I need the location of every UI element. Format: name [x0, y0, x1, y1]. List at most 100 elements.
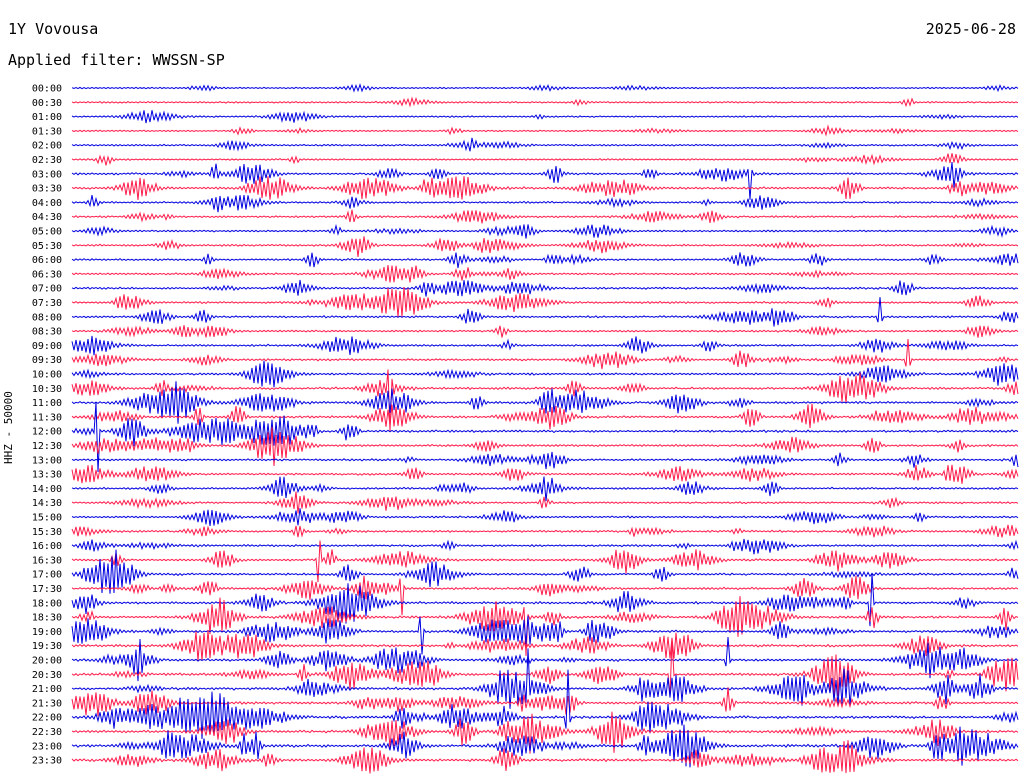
trace-row-0730 [71, 286, 1019, 318]
trace-row-0430 [71, 209, 1019, 224]
time-tick-label: 22:30 [32, 727, 62, 738]
time-tick-label: 07:00 [32, 284, 62, 295]
time-tick-label: 15:00 [32, 513, 62, 524]
trace-row-1200 [71, 402, 1019, 473]
trace-row-2230 [71, 711, 1019, 754]
time-tick-label: 16:00 [32, 541, 62, 552]
time-tick-label: 21:30 [32, 698, 62, 709]
trace-row-1830 [71, 596, 1019, 656]
trace-row-2100 [71, 648, 1019, 709]
trace-row-1900 [71, 615, 1019, 655]
trace-rows [71, 83, 1019, 774]
trace-row-1700 [71, 549, 1019, 594]
time-tick-label: 07:30 [32, 298, 62, 309]
trace-row-1130 [71, 403, 1019, 430]
time-tick-label: 05:30 [32, 241, 62, 252]
trace-row-1730 [71, 575, 1019, 616]
trace-row-1630 [71, 540, 1019, 583]
time-tick-label: 12:00 [32, 427, 62, 438]
time-tick-label: 17:00 [32, 570, 62, 581]
trace-row-0300 [71, 162, 1019, 200]
time-tick-label: 09:00 [32, 341, 62, 352]
time-tick-label: 14:00 [32, 484, 62, 495]
time-tick-label: 02:30 [32, 155, 62, 166]
time-tick-label: 15:30 [32, 527, 62, 538]
time-tick-label: 03:00 [32, 169, 62, 180]
trace-row-0600 [71, 252, 1019, 269]
time-tick-label: 14:30 [32, 498, 62, 509]
station-title: 1Y Vovousa [8, 20, 99, 38]
time-tick-label: 17:30 [32, 584, 62, 595]
time-tick-label: 04:00 [32, 198, 62, 209]
trace-row-1230 [71, 427, 1019, 467]
time-tick-label: 04:30 [32, 212, 62, 223]
time-tick-label: 05:00 [32, 227, 62, 238]
trace-row-0900 [71, 335, 1019, 356]
trace-row-0630 [71, 265, 1019, 283]
trace-row-0000 [71, 83, 1019, 93]
time-tick-label: 13:00 [32, 455, 62, 466]
time-tick-label: 20:00 [32, 656, 62, 667]
trace-row-2130 [71, 687, 1019, 717]
time-tick-label: 23:00 [32, 741, 62, 752]
trace-row-1430 [71, 491, 1019, 514]
trace-row-1530 [71, 524, 1019, 538]
time-tick-label: 23:30 [32, 756, 62, 767]
trace-row-1100 [71, 381, 1019, 424]
time-tick-label: 11:00 [32, 398, 62, 409]
time-tick-label: 09:30 [32, 355, 62, 366]
time-tick-label: 22:00 [32, 713, 62, 724]
time-tick-label: 00:30 [32, 98, 62, 109]
time-tick-label: 00:00 [32, 84, 62, 95]
trace-row-0130 [71, 124, 1019, 137]
trace-row-0100 [71, 110, 1019, 124]
trace-row-0030 [71, 96, 1019, 108]
trace-row-1930 [71, 630, 1019, 661]
time-tick-label: 19:30 [32, 641, 62, 652]
time-tick-label: 18:30 [32, 613, 62, 624]
date-label: 2025-06-28 [925, 20, 1016, 38]
trace-row-2030 [71, 639, 1019, 696]
trace-row-1300 [71, 451, 1019, 470]
trace-row-0930 [71, 339, 1019, 370]
time-tick-label: 02:00 [32, 141, 62, 152]
trace-row-0200 [71, 137, 1019, 152]
time-tick-label: 08:00 [32, 312, 62, 323]
trace-row-0230 [71, 153, 1019, 166]
trace-row-0400 [71, 195, 1019, 213]
time-tick-label: 10:30 [32, 384, 62, 395]
trace-row-1030 [71, 369, 1019, 432]
trace-row-2200 [71, 669, 1019, 740]
filter-label: Applied filter: WWSSN-SP [8, 51, 225, 69]
trace-row-2300 [71, 724, 1019, 768]
time-tick-label: 01:30 [32, 126, 62, 137]
trace-row-1400 [71, 476, 1019, 502]
trace-row-0500 [71, 223, 1019, 239]
time-tick-label: 06:30 [32, 269, 62, 280]
trace-row-1800 [71, 573, 1019, 627]
trace-row-0830 [71, 325, 1019, 338]
trace-row-1600 [71, 538, 1019, 555]
time-tick-labels: 00:00 00:30 01:00 01:30 02:00 02:30 03:00 03:30… [32, 84, 62, 767]
time-tick-label: 03:30 [32, 184, 62, 195]
time-tick-label: 16:30 [32, 555, 62, 566]
trace-row-2330 [71, 740, 1019, 774]
trace-row-1330 [71, 464, 1019, 484]
time-tick-label: 10:00 [32, 370, 62, 381]
time-tick-label: 19:00 [32, 627, 62, 638]
trace-row-0700 [71, 279, 1019, 297]
time-tick-label: 06:00 [32, 255, 62, 266]
trace-row-0800 [71, 297, 1019, 327]
trace-row-0330 [71, 176, 1019, 200]
time-tick-label: 11:30 [32, 412, 62, 423]
trace-row-0530 [71, 236, 1019, 258]
time-tick-label: 18:00 [32, 598, 62, 609]
trace-row-2000 [71, 636, 1019, 682]
time-tick-label: 08:30 [32, 327, 62, 338]
time-tick-label: 20:30 [32, 670, 62, 681]
time-tick-label: 21:00 [32, 684, 62, 695]
time-tick-label: 12:30 [32, 441, 62, 452]
trace-row-1500 [71, 508, 1019, 527]
time-tick-label: 13:30 [32, 470, 62, 481]
